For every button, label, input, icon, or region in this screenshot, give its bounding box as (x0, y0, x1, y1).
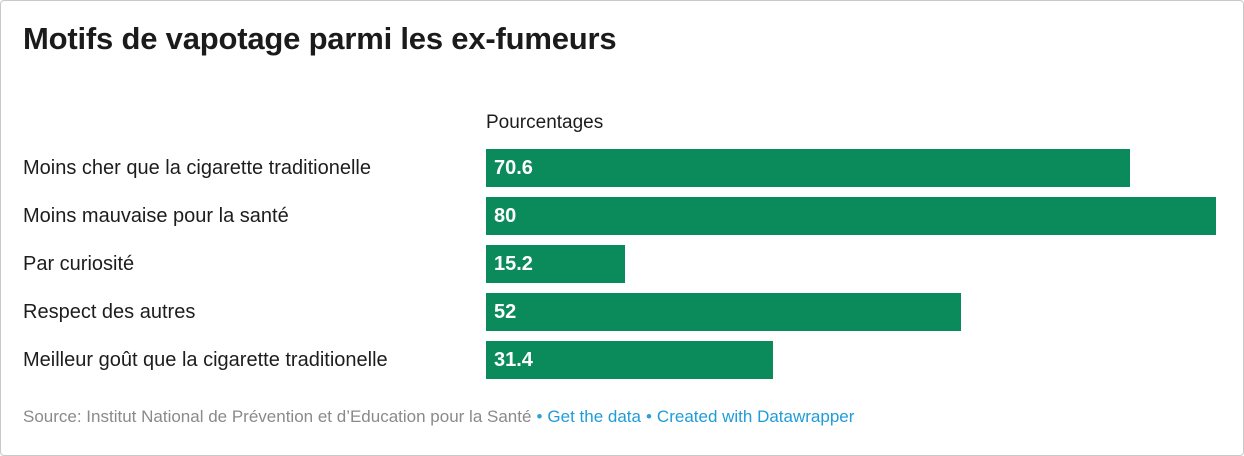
bar: 31.4 (486, 341, 773, 379)
datawrapper-credit-link[interactable]: Created with Datawrapper (656, 407, 855, 426)
value-axis-label: Pourcentages (486, 112, 604, 133)
bar-row: Par curiosité 15.2 (23, 245, 1223, 283)
bar-row: Respect des autres 52 (23, 293, 1223, 331)
bar-value-label: 15.2 (494, 252, 533, 275)
bar: 70.6 (486, 149, 1130, 187)
bar-value-label: 80 (494, 204, 517, 227)
footer-separator: • (645, 407, 652, 426)
category-label: Meilleur goût que la cigarette tradition… (23, 349, 388, 371)
bar-value-label: 52 (494, 300, 517, 323)
bar-value-label: 70.6 (494, 156, 533, 179)
chart-title: Motifs de vapotage parmi les ex-fumeurs (23, 21, 617, 56)
bar: 15.2 (486, 245, 625, 283)
bar: 80 (486, 197, 1216, 235)
bar-row: Meilleur goût que la cigarette tradition… (23, 341, 1223, 379)
footer-separator: • (536, 407, 543, 426)
bar-value-label: 31.4 (494, 348, 533, 371)
chart-rows: Moins cher que la cigarette traditionell… (23, 149, 1223, 389)
bar-row: Moins mauvaise pour la santé 80 (23, 197, 1223, 235)
get-the-data-link[interactable]: Get the data (547, 407, 641, 426)
category-label: Moins mauvaise pour la santé (23, 205, 289, 227)
category-label: Par curiosité (23, 253, 135, 275)
footer: Source: Institut National de Prévention … (23, 407, 854, 427)
category-label: Moins cher que la cigarette traditionell… (23, 157, 371, 179)
category-label: Respect des autres (23, 301, 196, 323)
bar-row: Moins cher que la cigarette traditionell… (23, 149, 1223, 187)
bar: 52 (486, 293, 961, 331)
source-text: Source: Institut National de Prévention … (23, 407, 532, 426)
